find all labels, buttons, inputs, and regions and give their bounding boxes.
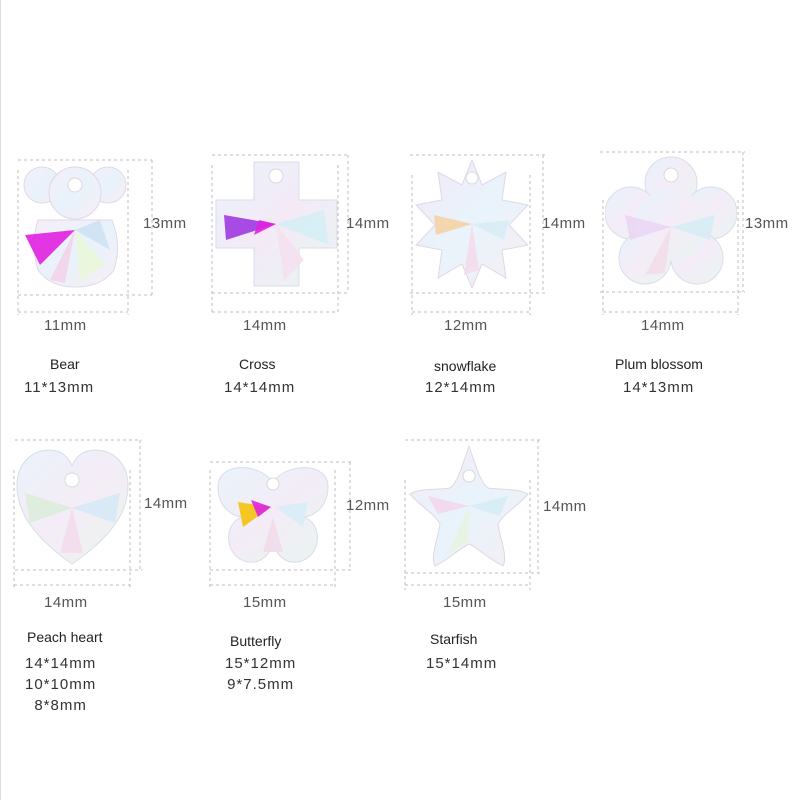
heart-size-list: 14*14mm 10*10mm 8*8mm bbox=[25, 653, 96, 716]
starfish-size-list: 15*14mm bbox=[426, 653, 497, 674]
snowflake-crystal-icon bbox=[415, 160, 529, 288]
bear-width-label: 11mm bbox=[44, 317, 87, 334]
starfish-size-0: 15*14mm bbox=[426, 655, 498, 672]
snowflake-width-label: 12mm bbox=[444, 317, 488, 334]
plum-size-list: 14*13mm bbox=[623, 377, 694, 398]
butterfly-size-0: 15*12mm bbox=[225, 655, 297, 672]
cross-size-list: 14*14mm bbox=[224, 377, 295, 398]
heart-width-label: 14mm bbox=[44, 594, 88, 611]
butterfly-name: Butterfly bbox=[230, 633, 282, 649]
heart-height-label: 14mm bbox=[144, 495, 188, 512]
heart-size-1: 10*10mm bbox=[25, 676, 97, 693]
butterfly-size-1: 9*7.5mm bbox=[227, 676, 295, 693]
butterfly-width-label: 15mm bbox=[243, 594, 287, 611]
starfish-width-label: 15mm bbox=[443, 594, 487, 611]
bear-size-list: 11*13mm bbox=[24, 377, 94, 398]
plum-blossom-crystal-icon bbox=[605, 156, 737, 285]
starfish-name: Starfish bbox=[430, 631, 478, 647]
left-border bbox=[0, 0, 1, 800]
plum-height-label: 13mm bbox=[745, 215, 789, 232]
butterfly-size-list: 15*12mm 9*7.5mm bbox=[225, 653, 296, 695]
plum-size-0: 14*13mm bbox=[623, 379, 695, 396]
cross-crystal-icon bbox=[215, 161, 338, 287]
heart-size-2: 8*8mm bbox=[34, 697, 87, 714]
bear-name: Bear bbox=[50, 356, 80, 372]
plum-name: Plum blossom bbox=[615, 356, 703, 372]
heart-name: Peach heart bbox=[27, 629, 103, 645]
starfish-crystal-icon bbox=[409, 444, 529, 567]
snowflake-height-label: 14mm bbox=[542, 215, 586, 232]
butterfly-height-label: 12mm bbox=[346, 497, 390, 514]
cross-size-0: 14*14mm bbox=[224, 379, 296, 396]
starfish-height-label: 14mm bbox=[543, 498, 587, 515]
bear-height-label: 13mm bbox=[143, 215, 187, 232]
heart-crystal-icon bbox=[16, 449, 129, 565]
bear-size-0: 11*13mm bbox=[24, 379, 95, 396]
heart-size-0: 14*14mm bbox=[25, 655, 97, 672]
snowflake-size-0: 12*14mm bbox=[425, 379, 497, 396]
cross-width-label: 14mm bbox=[243, 317, 287, 334]
cross-height-label: 14mm bbox=[346, 215, 390, 232]
butterfly-crystal-icon bbox=[217, 467, 329, 563]
snowflake-size-list: 12*14mm bbox=[425, 377, 496, 398]
cross-name: Cross bbox=[239, 356, 276, 372]
plum-width-label: 14mm bbox=[641, 317, 685, 334]
bear-crystal-icon bbox=[23, 166, 127, 288]
snowflake-name: snowflake bbox=[434, 358, 497, 374]
